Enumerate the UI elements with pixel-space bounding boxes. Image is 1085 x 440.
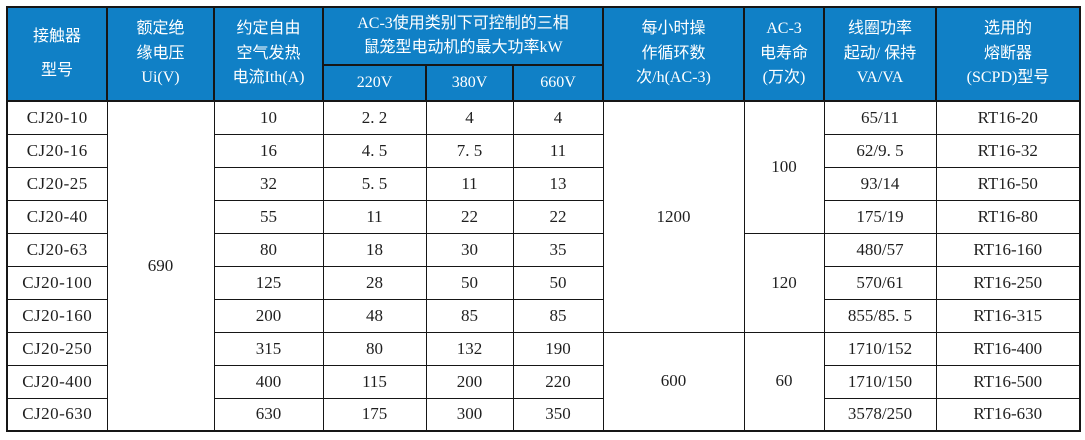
cell-kw-380: 300: [425, 397, 514, 432]
cell-ith: 32: [213, 166, 324, 201]
cell-ith: 10: [213, 100, 324, 135]
cell-fuse: RT16-315: [935, 298, 1081, 333]
cell-kw-220: 115: [322, 364, 427, 399]
cell-ith: 630: [213, 397, 324, 432]
cell-life-100: 100: [743, 100, 825, 234]
cell-kw-660: 13: [512, 166, 604, 201]
cell-kw-220: 4. 5: [322, 133, 427, 168]
cell-kw-660: 11: [512, 133, 604, 168]
table-row: CJ20-400 400 115 200 220 1710/150 RT16-5…: [6, 364, 1081, 399]
cell-fuse: RT16-250: [935, 265, 1081, 300]
cell-kw-380: 85: [425, 298, 514, 333]
cell-model: CJ20-400: [6, 364, 108, 399]
cell-ith: 315: [213, 331, 324, 366]
header-rated-voltage: 额定绝 缘电压 Ui(V): [106, 6, 215, 102]
cell-model: CJ20-25: [6, 166, 108, 201]
header-fuse-type: 选用的 熔断器 (SCPD)型号: [935, 6, 1081, 102]
cell-fuse: RT16-630: [935, 397, 1081, 432]
cell-kw-660: 220: [512, 364, 604, 399]
cell-ith: 200: [213, 298, 324, 333]
header-660v: 660V: [512, 64, 604, 102]
header-contactor-model: 接触器 型号: [6, 6, 108, 102]
cell-coil: 65/11: [823, 100, 937, 135]
cell-coil: 480/57: [823, 232, 937, 267]
header-ac3-max-power-group: AC-3使用类别下可控制的三相 鼠笼型电动机的最大功率kW: [322, 6, 604, 66]
cell-model: CJ20-250: [6, 331, 108, 366]
table-row: CJ20-25 32 5. 5 11 13 93/14 RT16-50: [6, 166, 1081, 201]
cell-coil: 62/9. 5: [823, 133, 937, 168]
cell-kw-660: 35: [512, 232, 604, 267]
header-220v: 220V: [322, 64, 427, 102]
cell-coil: 570/61: [823, 265, 937, 300]
cell-fuse: RT16-20: [935, 100, 1081, 135]
cell-ith: 16: [213, 133, 324, 168]
header-coil-power: 线圈功率 起动/ 保持 VA/VA: [823, 6, 937, 102]
cell-kw-660: 22: [512, 199, 604, 234]
table-row: CJ20-63 80 18 30 35 120 480/57 RT16-160: [6, 232, 1081, 333]
table-row: CJ20-100 125 28 50 50 570/61 RT16-250: [6, 265, 1081, 300]
cell-kw-220: 18: [322, 232, 427, 267]
cell-ith: 55: [213, 199, 324, 234]
header-electrical-life: AC-3 电寿命 (万次): [743, 6, 825, 102]
cell-kw-380: 7. 5: [425, 133, 514, 168]
cell-fuse: RT16-400: [935, 331, 1081, 366]
table-row: CJ20-40 55 11 22 22 175/19 RT16-80: [6, 199, 1081, 234]
cell-kw-660: 350: [512, 397, 604, 432]
cell-life-60: 60: [743, 331, 825, 432]
cell-kw-220: 5. 5: [322, 166, 427, 201]
cell-ith: 80: [213, 232, 324, 267]
cell-kw-220: 175: [322, 397, 427, 432]
cell-kw-220: 28: [322, 265, 427, 300]
cell-ith: 400: [213, 364, 324, 399]
cell-model: CJ20-16: [6, 133, 108, 168]
cell-fuse: RT16-50: [935, 166, 1081, 201]
cell-kw-380: 22: [425, 199, 514, 234]
cell-fuse: RT16-80: [935, 199, 1081, 234]
cell-ith: 125: [213, 265, 324, 300]
table-row: CJ20-16 16 4. 5 7. 5 11 62/9. 5 RT16-32: [6, 133, 1081, 168]
cell-life-120: 120: [743, 232, 825, 333]
cell-kw-220: 11: [322, 199, 427, 234]
cell-coil: 175/19: [823, 199, 937, 234]
cell-model: CJ20-100: [6, 265, 108, 300]
cell-coil: 3578/250: [823, 397, 937, 432]
cell-kw-380: 4: [425, 100, 514, 135]
cell-kw-660: 4: [512, 100, 604, 135]
cell-kw-380: 50: [425, 265, 514, 300]
table-row: CJ20-10 690 10 2. 2 4 4 1200 100 65/11 R…: [6, 100, 1081, 432]
cell-kw-660: 190: [512, 331, 604, 366]
cell-coil: 93/14: [823, 166, 937, 201]
cell-kw-380: 132: [425, 331, 514, 366]
cell-model: CJ20-630: [6, 397, 108, 432]
cell-model: CJ20-63: [6, 232, 108, 267]
cell-coil: 1710/152: [823, 331, 937, 366]
cell-coil: 855/85. 5: [823, 298, 937, 333]
cell-model: CJ20-10: [6, 100, 108, 135]
cell-kw-220: 48: [322, 298, 427, 333]
cell-coil: 1710/150: [823, 364, 937, 399]
cell-model: CJ20-160: [6, 298, 108, 333]
cell-fuse: RT16-160: [935, 232, 1081, 267]
cell-kw-380: 30: [425, 232, 514, 267]
table-row: CJ20-250 315 80 132 190 600 60 1710/152 …: [6, 331, 1081, 432]
cell-fuse: RT16-32: [935, 133, 1081, 168]
header-380v: 380V: [425, 64, 514, 102]
cell-kw-380: 200: [425, 364, 514, 399]
cell-kw-380: 11: [425, 166, 514, 201]
cell-fuse: RT16-500: [935, 364, 1081, 399]
cell-cycles-600: 600: [602, 331, 745, 432]
cell-kw-660: 85: [512, 298, 604, 333]
cell-cycles-1200: 1200: [602, 100, 745, 333]
cell-kw-660: 50: [512, 265, 604, 300]
contactor-spec-table: 接触器 型号 额定绝 缘电压 Ui(V) 约定自由 空气发热 电流Ith(A) …: [6, 6, 1081, 432]
cell-model: CJ20-40: [6, 199, 108, 234]
cell-rated-voltage-690: 690: [106, 100, 215, 432]
header-thermal-current: 约定自由 空气发热 电流Ith(A): [213, 6, 324, 102]
cell-kw-220: 2. 2: [322, 100, 427, 135]
header-cycles-per-hour: 每小时操 作循环数 次/h(AC-3): [602, 6, 745, 102]
cell-kw-220: 80: [322, 331, 427, 366]
table-row: CJ20-630 630 175 300 350 3578/250 RT16-6…: [6, 397, 1081, 432]
